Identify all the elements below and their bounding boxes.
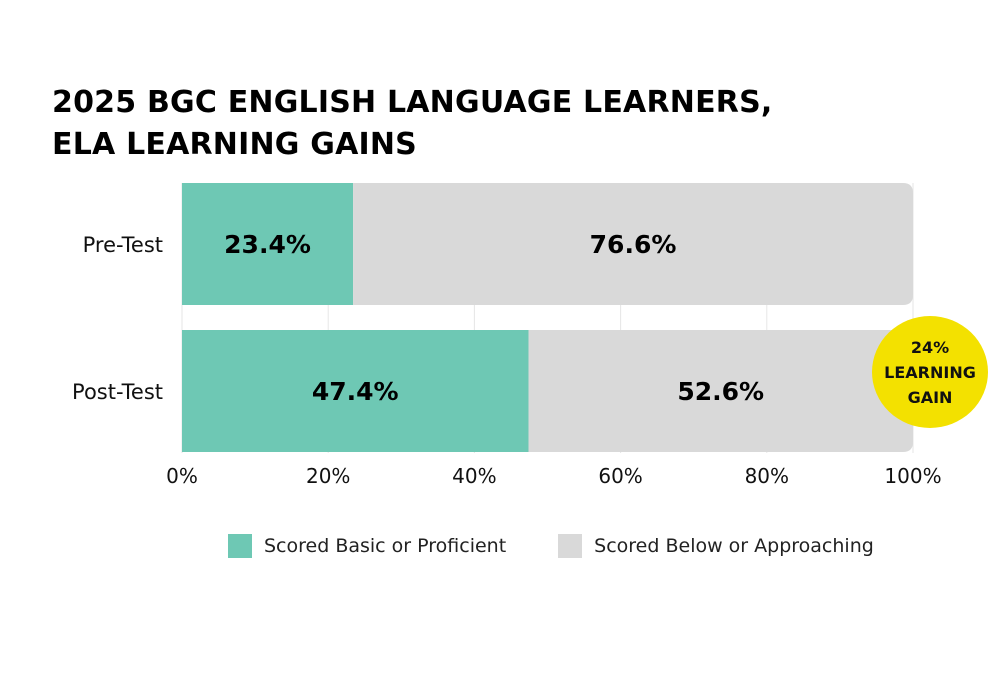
bar-pre-test-series-0 — [182, 183, 354, 305]
category-label-post-test: Post-Test — [72, 380, 163, 404]
bar-post-test-series-1 — [528, 330, 913, 452]
category-label-pre-test: Pre-Test — [83, 233, 163, 257]
learning-gain-word-2: GAIN — [907, 387, 953, 407]
legend-swatch-below-approaching — [558, 534, 583, 558]
x-tick-label-1: 20% — [306, 464, 350, 488]
x-tick-label-3: 60% — [598, 464, 642, 488]
x-tick-label-5: 100% — [884, 464, 941, 488]
learning-gain-word-1: LEARNING — [884, 362, 976, 382]
bar-post-test-series-0 — [182, 330, 529, 452]
legend-label-basic-proficient: Scored Basic or Proficient — [264, 535, 507, 557]
data-label-post-test-series-1: 52.6% — [677, 377, 764, 406]
bar-pre-test-series-1 — [353, 183, 914, 305]
x-tick-label-0: 0% — [166, 464, 198, 488]
learning-gain-badge: 24% LEARNING GAIN — [872, 316, 988, 428]
legend: Scored Basic or Proficient Scored Below … — [228, 534, 926, 558]
legend-item-below-approaching: Scored Below or Approaching — [558, 534, 874, 558]
x-tick-label-4: 80% — [745, 464, 789, 488]
x-tick-label-2: 40% — [452, 464, 496, 488]
legend-label-below-approaching: Scored Below or Approaching — [594, 535, 874, 557]
legend-swatch-basic-proficient — [228, 534, 252, 558]
chart-title: 2025 BGC ENGLISH LANGUAGE LEARNERS, ELA … — [52, 82, 952, 166]
data-label-pre-test-series-0: 23.4% — [224, 230, 311, 259]
legend-item-basic-proficient: Scored Basic or Proficient — [228, 534, 506, 558]
chart-title-line-2: ELA LEARNING GAINS — [52, 127, 417, 162]
learning-gain-value: 24% — [910, 337, 950, 357]
chart-title-line-1: 2025 BGC ENGLISH LANGUAGE LEARNERS, — [52, 85, 773, 120]
data-label-post-test-series-0: 47.4% — [312, 377, 399, 406]
data-label-pre-test-series-1: 76.6% — [590, 230, 677, 259]
